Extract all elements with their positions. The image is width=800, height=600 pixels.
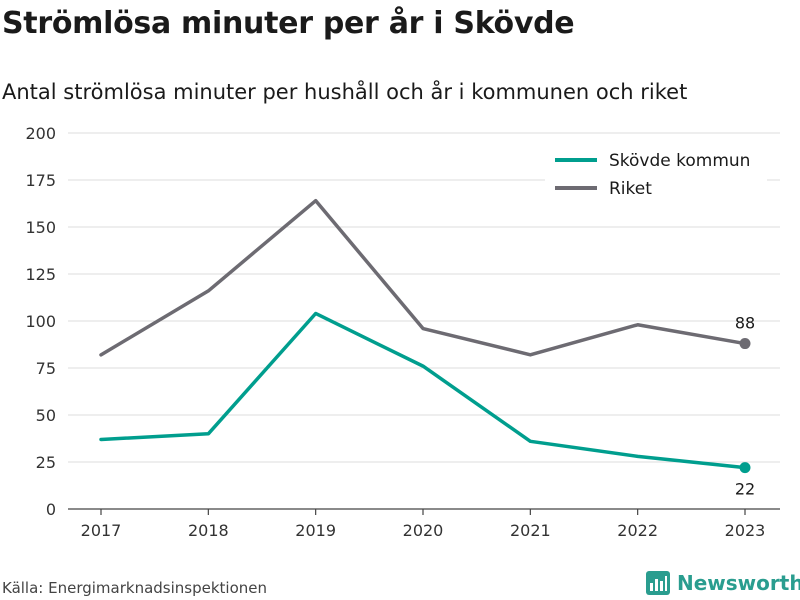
series-line-skovde (99, 311, 747, 470)
x-tick-label: 2019 (295, 521, 336, 540)
end-point-marker (739, 338, 751, 350)
series-line-riket (99, 198, 747, 357)
y-tick-label: 125 (25, 265, 56, 284)
y-tick-label: 100 (25, 312, 56, 331)
x-tick-label: 2017 (81, 521, 122, 540)
y-tick-label: 25 (36, 453, 56, 472)
y-tick-label: 50 (36, 406, 56, 425)
source-note: Källa: Energimarknadsinspektionen (2, 579, 268, 597)
y-tick-label: 175 (25, 171, 56, 190)
brand-name: Newsworthy (677, 571, 800, 595)
x-tick-label: 2020 (403, 521, 444, 540)
bar-chart-logo-icon (646, 571, 670, 595)
legend-label: Skövde kommun (609, 151, 750, 171)
chart-subtitle: Antal strömlösa minuter per hushåll och … (2, 80, 688, 104)
x-tick-label: 2021 (510, 521, 551, 540)
y-tick-label: 200 (25, 124, 56, 143)
legend-label: Riket (609, 179, 652, 199)
brand-logo: Newsworthy (645, 570, 800, 596)
x-tick-label: 2018 (188, 521, 229, 540)
y-tick-label: 150 (25, 218, 56, 237)
data-label: 22 (735, 480, 755, 499)
chart-title: Strömlösa minuter per år i Skövde (2, 6, 575, 41)
y-tick-label: 75 (36, 359, 56, 378)
x-tick-label: 2023 (725, 521, 766, 540)
x-tick-label: 2022 (617, 521, 658, 540)
legend-background (545, 146, 767, 206)
data-label: 88 (735, 314, 755, 333)
y-tick-label: 0 (46, 500, 56, 519)
end-point-marker (739, 462, 751, 474)
line-chart: 0 25 50 75 100 125 150 175 200 2017 2018 2019 2020 20… (25, 124, 780, 540)
